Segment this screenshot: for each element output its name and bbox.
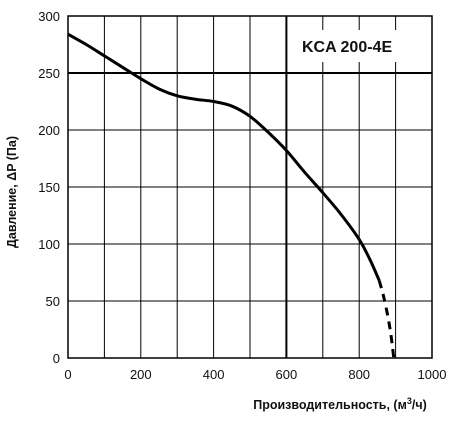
performance-curve bbox=[67, 32, 396, 359]
curve-solid bbox=[67, 32, 381, 282]
x-tick-label: 800 bbox=[348, 367, 370, 382]
x-tick-label: 400 bbox=[203, 367, 225, 382]
x-tick-label: 1000 bbox=[418, 367, 447, 382]
y-tick-label: 250 bbox=[38, 66, 60, 81]
tick-labels: 0 200 400 600 800 1000 0 50 100 150 200 250 300 bbox=[38, 9, 446, 382]
y-tick-label: 200 bbox=[38, 123, 60, 138]
grid bbox=[67, 15, 433, 359]
plot-frame bbox=[67, 15, 433, 359]
model-label-box bbox=[294, 30, 398, 62]
x-axis-title-sup: 3 bbox=[407, 396, 412, 406]
y-tick-label: 300 bbox=[38, 9, 60, 24]
y-tick-label: 50 bbox=[46, 294, 60, 309]
x-axis-title: Производительность, (м3/ч) bbox=[253, 396, 427, 412]
y-tick-label: 100 bbox=[38, 237, 60, 252]
y-tick-label: 0 bbox=[53, 351, 60, 366]
x-axis-title-main: Производительность, (м bbox=[253, 398, 407, 412]
model-label: KCA 200-4E bbox=[302, 39, 392, 56]
x-axis-title-end: /ч) bbox=[412, 398, 427, 412]
y-axis-title: Давление, ΔP (Па) bbox=[5, 136, 19, 248]
x-tick-label: 600 bbox=[276, 367, 298, 382]
y-tick-label: 150 bbox=[38, 180, 60, 195]
curve-dashed bbox=[377, 280, 396, 359]
x-tick-label: 0 bbox=[64, 367, 71, 382]
x-tick-label: 200 bbox=[130, 367, 152, 382]
